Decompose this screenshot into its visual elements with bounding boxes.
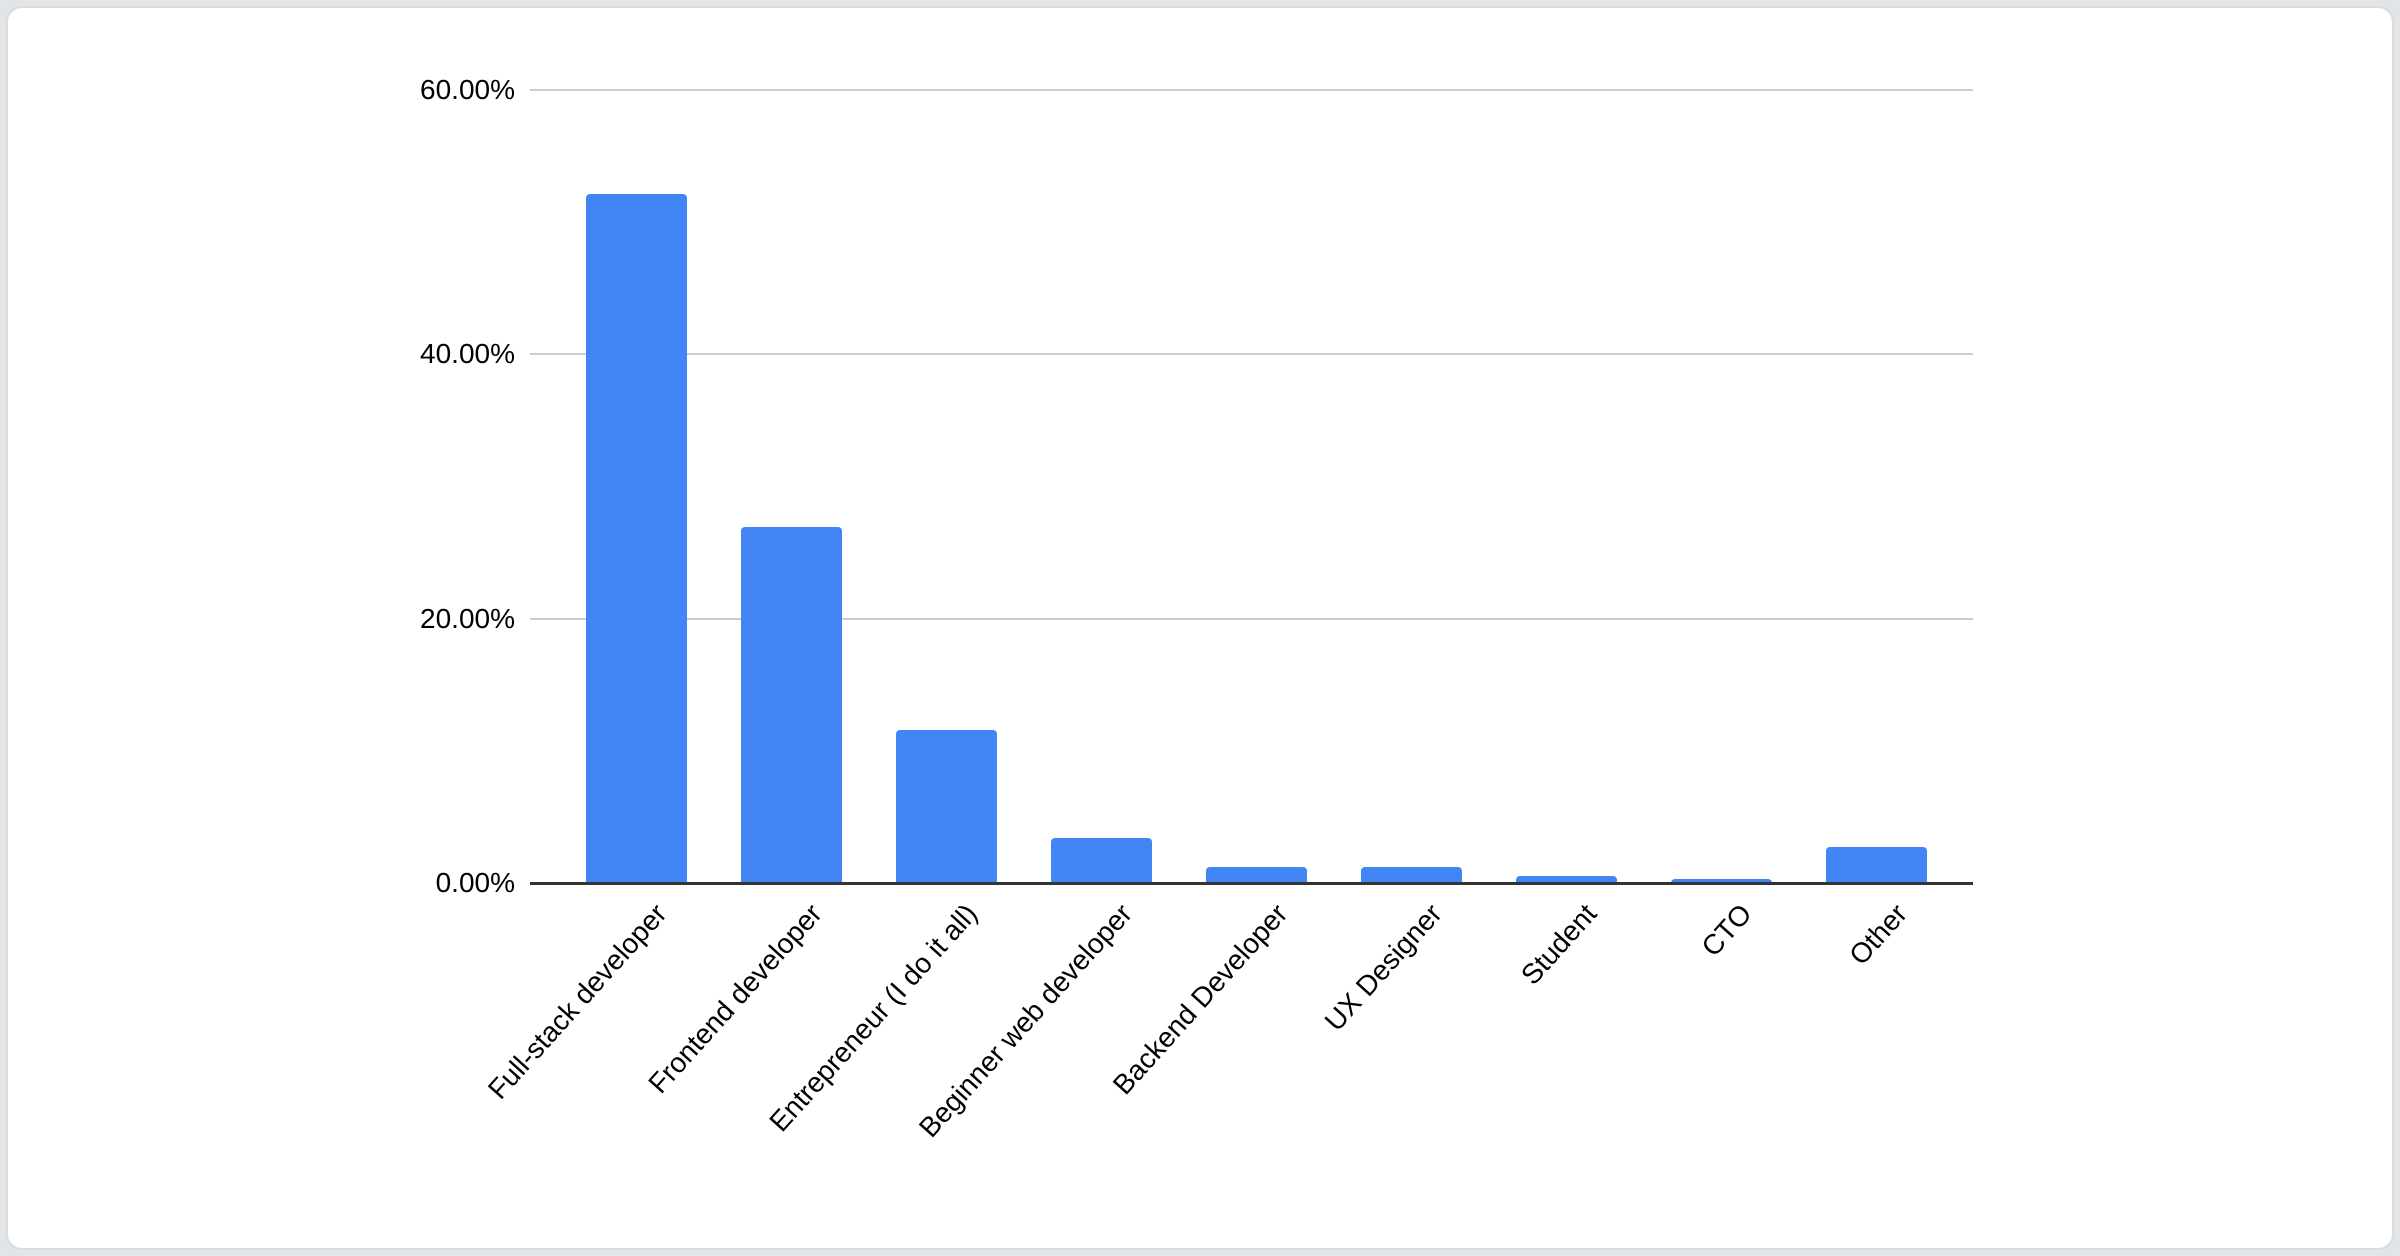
x-axis-category-label-9: Other [1843, 898, 1914, 971]
y-axis-tick-label-60: 60.00% [420, 73, 515, 105]
x-axis-category-label-8: CTO [1695, 898, 1759, 963]
bar-7[interactable] [1515, 876, 1617, 883]
y-axis-tick-label-20: 20.00% [420, 602, 515, 634]
bar-3[interactable] [895, 729, 997, 883]
y-axis-tick-label-40: 40.00% [420, 338, 515, 370]
y-gridline-60 [530, 88, 1973, 91]
bar-5[interactable] [1205, 867, 1307, 883]
bar-6[interactable] [1360, 867, 1462, 883]
bar-4[interactable] [1050, 838, 1152, 883]
y-gridline-40 [530, 353, 1973, 356]
chart-card: 0.00% 20.00% 40.00% 60.00% Full-stack develo… [6, 6, 2394, 1250]
x-axis-category-label-5: Backend Developer [1106, 898, 1294, 1101]
y-gridline-20 [530, 617, 1973, 620]
bar-chart: 0.00% 20.00% 40.00% 60.00% Full-stack develo… [8, 8, 2392, 1248]
x-axis-category-label-7: Student [1515, 898, 1604, 991]
x-axis-category-label-2: Frontend developer [642, 898, 829, 1100]
x-axis-line [530, 882, 1973, 885]
bar-2[interactable] [740, 527, 842, 883]
y-axis-tick-label-0: 0.00% [435, 867, 515, 898]
x-axis-category-label-6: UX Designer [1318, 898, 1449, 1037]
bar-1[interactable] [585, 194, 687, 883]
bar-8[interactable] [1670, 879, 1772, 883]
bar-9[interactable] [1825, 847, 1927, 883]
